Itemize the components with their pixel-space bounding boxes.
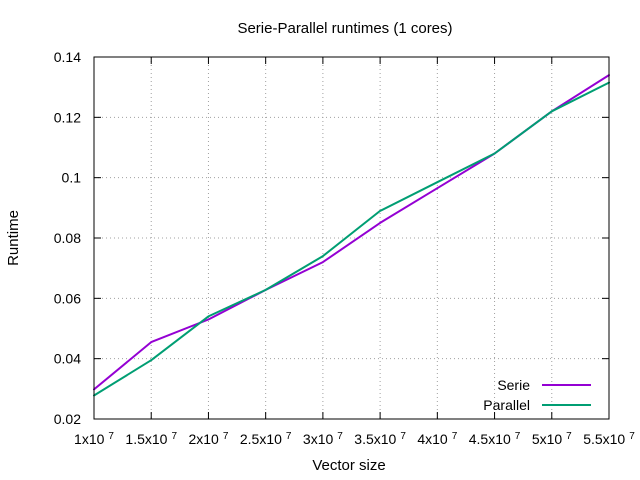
x-tick-label: 2.5x10 7 xyxy=(240,431,292,447)
x-tick-label: 2x10 7 xyxy=(188,431,228,447)
x-tick-label: 5x10 7 xyxy=(532,431,572,447)
x-axis-label: Vector size xyxy=(312,457,385,474)
x-tick-label: 4x10 7 xyxy=(417,431,457,447)
chart-title: Serie-Parallel runtimes (1 cores) xyxy=(237,20,452,37)
y-tick-label: 0.06 xyxy=(54,290,81,306)
legend-label-parallel: Parallel xyxy=(483,397,530,413)
axis-ticks xyxy=(93,56,610,420)
y-tick-labels: 0.02 0.04 0.06 0.08 0.1 0.12 0.14 xyxy=(54,49,81,427)
legend: Serie Parallel xyxy=(483,377,591,413)
grid xyxy=(94,57,609,419)
x-tick-label: 1x10 7 xyxy=(74,431,114,447)
plot-series xyxy=(93,74,610,397)
x-tick-labels: 1x10 7 1.5x10 7 2x10 7 2.5x10 7 3x10 7 3.5x10 7 4x10… xyxy=(74,431,635,447)
series-line-parallel xyxy=(93,81,610,397)
x-tick-label: 1.5x10 7 xyxy=(125,431,177,447)
y-tick-label: 0.14 xyxy=(54,49,81,65)
y-tick-label: 0.1 xyxy=(62,170,82,186)
y-tick-label: 0.12 xyxy=(54,109,81,125)
x-tick-label: 4.5x10 7 xyxy=(469,431,521,447)
y-axis-label: Runtime xyxy=(5,210,22,266)
y-tick-label: 0.04 xyxy=(54,351,81,367)
x-tick-label: 3x10 7 xyxy=(303,431,343,447)
x-tick-label: 5.5x10 7 xyxy=(583,431,635,447)
plot-frame xyxy=(93,56,610,420)
y-tick-label: 0.08 xyxy=(54,230,81,246)
y-tick-label: 0.02 xyxy=(54,411,81,427)
legend-label-serie: Serie xyxy=(497,377,530,393)
x-tick-label: 3.5x10 7 xyxy=(354,431,406,447)
